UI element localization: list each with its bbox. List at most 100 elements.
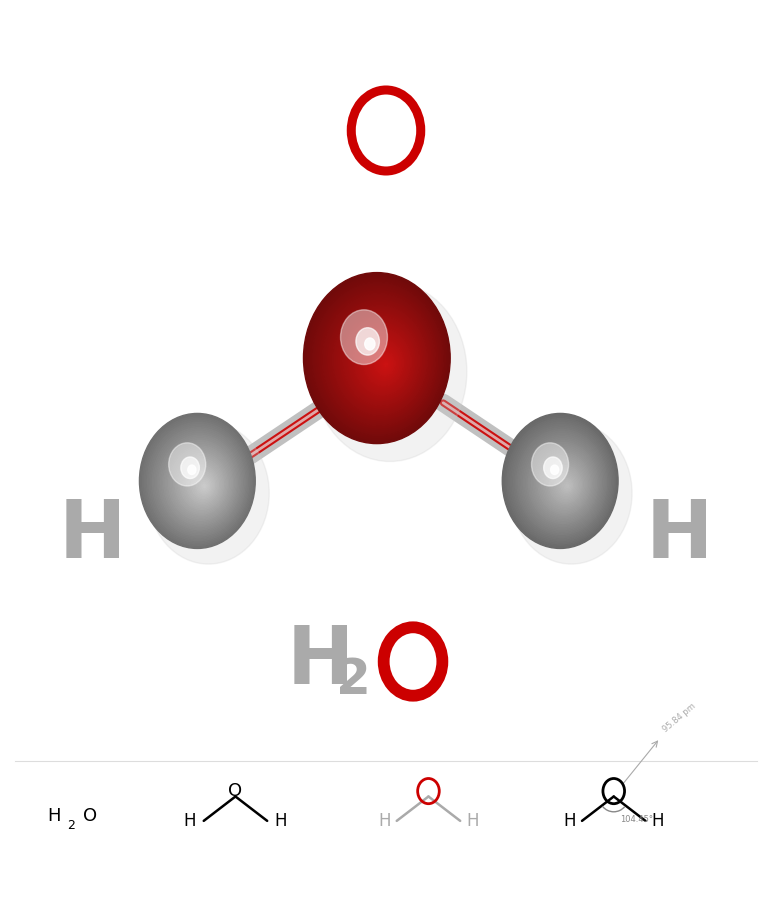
Circle shape: [503, 413, 618, 548]
Circle shape: [185, 464, 220, 505]
Circle shape: [559, 477, 574, 494]
Circle shape: [364, 339, 404, 386]
Circle shape: [507, 418, 615, 544]
Circle shape: [313, 282, 467, 462]
Circle shape: [347, 320, 416, 402]
Circle shape: [140, 413, 256, 548]
Circle shape: [355, 330, 410, 394]
Circle shape: [165, 443, 235, 524]
Circle shape: [146, 420, 250, 542]
Text: O: O: [229, 782, 242, 800]
Circle shape: [510, 422, 632, 564]
Circle shape: [353, 328, 411, 396]
Circle shape: [531, 443, 568, 486]
Circle shape: [157, 434, 242, 531]
Circle shape: [203, 484, 206, 488]
Circle shape: [152, 428, 245, 536]
Circle shape: [180, 459, 224, 509]
Text: H: H: [652, 812, 664, 830]
Circle shape: [513, 426, 609, 537]
Circle shape: [327, 298, 432, 422]
Circle shape: [556, 473, 576, 497]
Circle shape: [147, 422, 249, 541]
Circle shape: [550, 466, 581, 503]
Circle shape: [548, 464, 583, 505]
Circle shape: [178, 457, 225, 511]
Circle shape: [181, 461, 222, 508]
Circle shape: [516, 428, 608, 536]
Circle shape: [191, 472, 215, 499]
Circle shape: [175, 454, 228, 514]
Text: H: H: [466, 812, 479, 830]
Circle shape: [188, 468, 217, 501]
Circle shape: [154, 430, 244, 535]
Text: 2: 2: [67, 819, 75, 832]
Circle shape: [520, 434, 604, 531]
Text: H: H: [275, 812, 287, 830]
Text: O: O: [83, 807, 97, 825]
Circle shape: [357, 332, 408, 392]
Circle shape: [551, 468, 580, 501]
Circle shape: [200, 481, 208, 491]
Circle shape: [563, 481, 571, 491]
Circle shape: [538, 454, 591, 514]
Circle shape: [324, 295, 434, 424]
Circle shape: [172, 450, 230, 518]
Circle shape: [541, 457, 587, 511]
Circle shape: [544, 461, 585, 508]
Circle shape: [174, 452, 229, 516]
Circle shape: [193, 473, 213, 497]
Circle shape: [566, 484, 569, 488]
Circle shape: [201, 482, 207, 489]
Text: 2: 2: [336, 655, 371, 704]
Circle shape: [382, 360, 389, 368]
Circle shape: [528, 443, 598, 524]
Circle shape: [184, 463, 221, 507]
Circle shape: [512, 424, 611, 539]
Circle shape: [316, 286, 441, 432]
Circle shape: [312, 282, 444, 436]
Circle shape: [195, 475, 212, 495]
Circle shape: [159, 436, 240, 530]
Text: H: H: [378, 812, 391, 830]
Circle shape: [196, 477, 211, 494]
Circle shape: [371, 348, 398, 378]
Circle shape: [306, 274, 449, 442]
Circle shape: [506, 417, 615, 545]
Circle shape: [547, 463, 584, 507]
Text: H: H: [59, 497, 127, 574]
Circle shape: [169, 446, 232, 520]
Circle shape: [167, 445, 234, 522]
Circle shape: [190, 470, 216, 500]
Circle shape: [330, 302, 429, 418]
Circle shape: [550, 465, 559, 474]
Circle shape: [384, 362, 388, 366]
Text: H: H: [286, 623, 354, 700]
Circle shape: [359, 335, 407, 391]
Circle shape: [313, 284, 442, 434]
Circle shape: [333, 305, 428, 416]
Circle shape: [328, 301, 431, 420]
Circle shape: [345, 319, 418, 404]
Circle shape: [349, 323, 415, 400]
Circle shape: [303, 273, 450, 444]
Circle shape: [533, 448, 594, 518]
Circle shape: [340, 314, 422, 408]
Circle shape: [343, 316, 420, 406]
Circle shape: [543, 457, 562, 479]
Circle shape: [553, 470, 579, 500]
Circle shape: [537, 452, 591, 516]
Circle shape: [532, 446, 595, 520]
Circle shape: [527, 441, 599, 525]
Circle shape: [177, 455, 226, 512]
Circle shape: [374, 351, 395, 376]
Circle shape: [370, 346, 399, 381]
Circle shape: [365, 341, 402, 384]
Circle shape: [356, 328, 379, 356]
Circle shape: [561, 479, 573, 492]
Circle shape: [509, 420, 613, 542]
Circle shape: [380, 357, 391, 371]
Circle shape: [143, 417, 252, 545]
Circle shape: [510, 422, 611, 541]
Circle shape: [198, 479, 210, 492]
